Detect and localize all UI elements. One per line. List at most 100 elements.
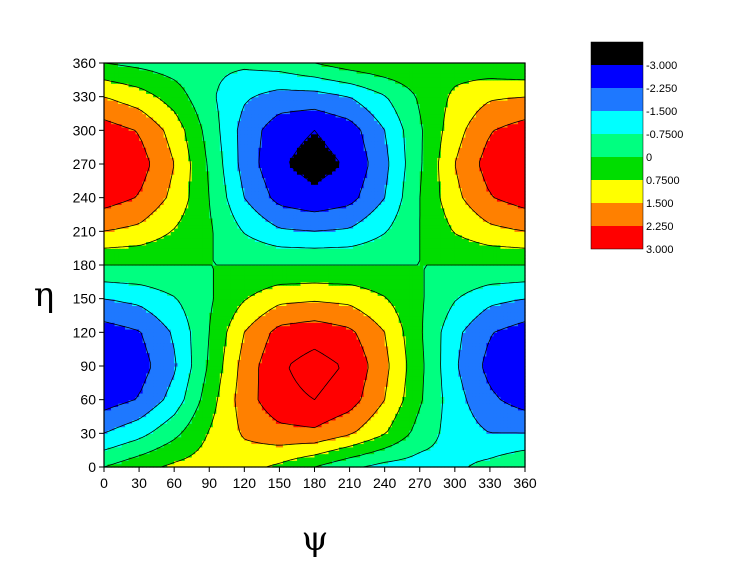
- contour-cell: [128, 446, 133, 451]
- contour-cell: [342, 423, 347, 428]
- contour-cell: [163, 460, 168, 465]
- contour-cell: [272, 433, 277, 438]
- contour-cell: [240, 453, 245, 458]
- contour-cell: [318, 450, 323, 455]
- contour-cell: [367, 419, 372, 424]
- contour-cell: [384, 440, 389, 445]
- contour-cell: [128, 423, 133, 428]
- contour-cell: [395, 460, 400, 465]
- contour-cell: [258, 423, 263, 428]
- contour-cell: [188, 429, 193, 434]
- contour-cell: [503, 460, 509, 465]
- contour-cell: [367, 426, 372, 431]
- contour-cell: [479, 463, 484, 468]
- contour-cell: [118, 460, 123, 465]
- contour-cell: [440, 456, 445, 461]
- contour-cell: [489, 446, 495, 451]
- contour-cell: [325, 453, 330, 458]
- contour-cell: [198, 419, 203, 424]
- contour-cell: [300, 436, 305, 441]
- contour-cell: [391, 450, 396, 455]
- contour-cell: [282, 436, 288, 441]
- contour-cell: [174, 450, 179, 455]
- contour-cell: [212, 433, 217, 438]
- contour-cell: [251, 463, 256, 468]
- contour-cell: [149, 453, 154, 458]
- contour-cell: [479, 440, 484, 445]
- contour-cell: [293, 419, 298, 424]
- contour-cell: [514, 423, 519, 428]
- contour-cell: [139, 416, 144, 421]
- contour-cell: [149, 436, 154, 441]
- contour-cell: [261, 436, 266, 441]
- contour-cell: [149, 423, 154, 428]
- contour-cell: [170, 419, 175, 424]
- contour-cell: [377, 453, 382, 458]
- contour-cell: [388, 440, 393, 445]
- contour-cell: [296, 453, 302, 458]
- contour-cell: [475, 440, 480, 445]
- contour-cell: [451, 423, 456, 428]
- contour-cell: [310, 423, 316, 428]
- contour-cell: [367, 446, 372, 451]
- contour-cell: [381, 423, 386, 428]
- contour-cell: [468, 456, 473, 461]
- contour-cell: [132, 440, 137, 445]
- contour-cell: [419, 436, 424, 441]
- contour-cell: [325, 423, 330, 428]
- contour-cell: [146, 429, 151, 434]
- contour-cell: [135, 460, 140, 465]
- contour-cell: [258, 456, 263, 461]
- contour-cell: [191, 460, 196, 465]
- contour-cell: [339, 423, 344, 428]
- contour-cell: [156, 460, 161, 465]
- contour-cell: [489, 450, 495, 455]
- contour-cell: [318, 419, 323, 424]
- contour-cell: [258, 460, 263, 465]
- contour-cell: [107, 453, 112, 458]
- contour-cell: [216, 463, 221, 468]
- contour-cell: [332, 419, 337, 424]
- contour-cell: [437, 453, 442, 458]
- contour-cell: [433, 456, 438, 461]
- contour-cell: [275, 429, 281, 434]
- contour-cell: [216, 426, 221, 431]
- contour-cell: [503, 463, 509, 468]
- contour-cell: [261, 456, 266, 461]
- contour-cell: [409, 443, 414, 448]
- contour-cell: [181, 426, 186, 431]
- contour-cell: [251, 429, 256, 434]
- contour-cell: [423, 426, 428, 431]
- contour-cell: [275, 460, 281, 465]
- contour-cell: [503, 433, 509, 438]
- contour-cell: [430, 433, 435, 438]
- contour-cell: [272, 450, 277, 455]
- contour-cell: [363, 426, 368, 431]
- contour-cell: [233, 429, 238, 434]
- contour-cell: [402, 423, 407, 428]
- contour-cell: [475, 453, 480, 458]
- contour-cell: [391, 440, 396, 445]
- contour-cell: [426, 436, 431, 441]
- contour-cell: [142, 423, 147, 428]
- contour-cell: [500, 423, 505, 428]
- contour-cell: [374, 446, 379, 451]
- contour-cell: [465, 426, 470, 431]
- contour-cell: [339, 426, 344, 431]
- contour-cell: [139, 450, 144, 455]
- contour-cell: [258, 443, 263, 448]
- contour-cell: [128, 426, 133, 431]
- contour-cell: [521, 433, 526, 438]
- contour-cell: [360, 443, 365, 448]
- contour-cell: [198, 429, 203, 434]
- contour-cell: [489, 419, 495, 424]
- contour-cell: [454, 436, 459, 441]
- contour-cell: [247, 426, 252, 431]
- contour-cell: [349, 433, 354, 438]
- contour-cell: [517, 463, 523, 468]
- contour-cell: [174, 436, 179, 441]
- contour-cell: [195, 436, 200, 441]
- contour-cell: [212, 456, 217, 461]
- contour-cell: [296, 456, 302, 461]
- contour-cell: [493, 433, 498, 438]
